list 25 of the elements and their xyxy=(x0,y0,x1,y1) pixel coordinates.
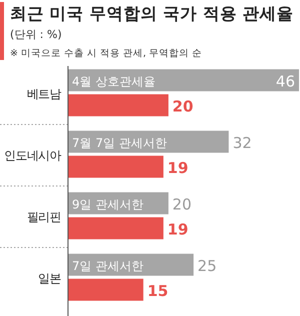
y-tick-label: 일본 xyxy=(38,271,62,286)
data-label: 32 xyxy=(232,134,252,152)
y-tick-label: 필리핀 xyxy=(26,210,61,224)
bar xyxy=(68,278,144,301)
bar xyxy=(68,156,164,178)
annotation: 4월 상호관세율 xyxy=(72,74,156,88)
data-label: 20 xyxy=(172,195,192,214)
annotation: 7월 7일 관세서한 xyxy=(72,136,167,150)
bar xyxy=(68,254,194,276)
chart-title: 최근 미국 무역합의 국가 적용 관세율 xyxy=(10,4,294,23)
y-tick-label: 베트남 xyxy=(26,86,62,101)
annotation: 9일 관세서한 xyxy=(72,197,144,212)
data-label: 19 xyxy=(167,158,188,177)
bar xyxy=(68,69,299,92)
bar xyxy=(68,94,168,116)
data-label: 20 xyxy=(172,97,194,116)
data-label: 25 xyxy=(198,256,217,275)
annotation: 7일 관세서한 xyxy=(72,258,144,273)
data-label: 15 xyxy=(147,282,168,300)
y-tick-label: 인도네시아 xyxy=(4,148,62,162)
data-label: 19 xyxy=(167,220,188,238)
bar xyxy=(68,217,164,240)
text: ※ 미국으로 수출 시 적용 관세, 무역합의 순 xyxy=(10,48,202,59)
chart-subtitle: (단위 : %) xyxy=(10,28,62,41)
data-label: 46 xyxy=(276,72,295,90)
